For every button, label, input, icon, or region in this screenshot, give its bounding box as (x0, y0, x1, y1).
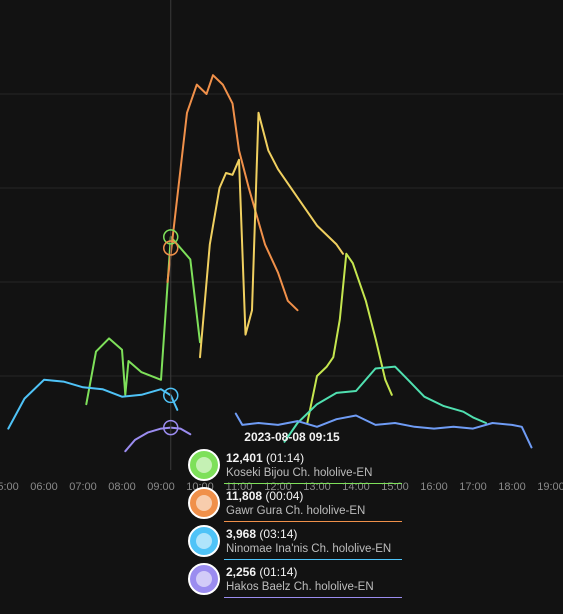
x-tick-label: 16:00 (420, 481, 448, 493)
viewer-count: 2,256 (226, 565, 257, 579)
viewer-count: 3,968 (226, 527, 257, 541)
chart-grid (0, 93, 563, 377)
x-axis-ticks: 05:0006:0007:0008:0009:0010:0011:0012:00… (0, 481, 563, 493)
series-color-underline (224, 559, 402, 560)
series-color-underline (224, 597, 402, 598)
chart-cursor (163, 0, 179, 470)
tooltip-time: 2023-08-08 09:15 (244, 430, 340, 444)
x-tick-label: 09:00 (147, 481, 175, 493)
x-tick-label: 05:00 (0, 481, 19, 493)
channel-avatar[interactable] (188, 487, 220, 519)
cursor-marker-1 (163, 229, 179, 245)
x-tick-label: 19:00 (537, 481, 563, 493)
series-line-5[interactable] (199, 111, 344, 359)
channel-name: Ninomae Ina'nis Ch. hololive-EN (226, 543, 392, 555)
tooltip-row[interactable]: 11,808 (00:04) Gawr Gura Ch. hololive-EN (186, 486, 402, 522)
viewer-count: 11,808 (226, 489, 263, 503)
series-line-6[interactable] (306, 252, 393, 424)
stream-duration: (01:14) (266, 451, 305, 465)
tooltip-row[interactable]: 12,401 (01:14) Koseki Bijou Ch. hololive… (186, 448, 402, 484)
tooltip-row[interactable]: 2,256 (01:14) Hakos Baelz Ch. hololive-E… (186, 562, 402, 598)
x-tick-label: 08:00 (108, 481, 136, 493)
chart-series-lines (7, 74, 533, 453)
series-color-underline (224, 521, 402, 522)
stream-duration: (00:04) (265, 489, 304, 503)
x-tick-label: 14:00 (342, 481, 370, 493)
series-line-8[interactable] (234, 412, 533, 449)
cursor-marker-2 (163, 240, 179, 256)
channel-avatar[interactable] (188, 525, 220, 557)
stream-duration: (03:14) (259, 527, 298, 541)
viewer-count: 12,401 (226, 451, 263, 465)
cursor-marker-4 (163, 419, 179, 436)
series-line-3[interactable] (7, 378, 179, 430)
series-line-2[interactable] (166, 74, 299, 312)
channel-name: Hakos Baelz Ch. hololive-EN (226, 581, 374, 593)
series-color-underline (224, 483, 402, 484)
x-tick-label: 11:00 (226, 481, 253, 493)
tooltip-row[interactable]: 3,968 (03:14) Ninomae Ina'nis Ch. hololi… (186, 524, 402, 560)
x-tick-label: 13:00 (303, 481, 331, 493)
x-tick-label: 12:00 (264, 481, 292, 493)
x-tick-label: 07:00 (69, 481, 97, 493)
x-tick-label: 18:00 (498, 481, 526, 493)
channel-avatar[interactable] (188, 563, 220, 595)
x-tick-label: 17:00 (459, 481, 487, 493)
cursor-marker-3 (163, 387, 179, 404)
series-line-1[interactable] (85, 235, 201, 406)
x-tick-label: 15:00 (381, 481, 409, 493)
series-line-4[interactable] (124, 426, 192, 453)
channel-name: Koseki Bijou Ch. hololive-EN (226, 467, 373, 479)
x-tick-label: 06:00 (30, 481, 58, 493)
channel-name: Gawr Gura Ch. hololive-EN (226, 505, 366, 517)
series-line-7[interactable] (283, 365, 487, 443)
stream-duration: (01:14) (259, 565, 298, 579)
chart-tooltip: 2023-08-08 09:15 12,401 (01:14) Koseki B… (186, 428, 402, 598)
channel-avatar[interactable] (188, 449, 220, 481)
